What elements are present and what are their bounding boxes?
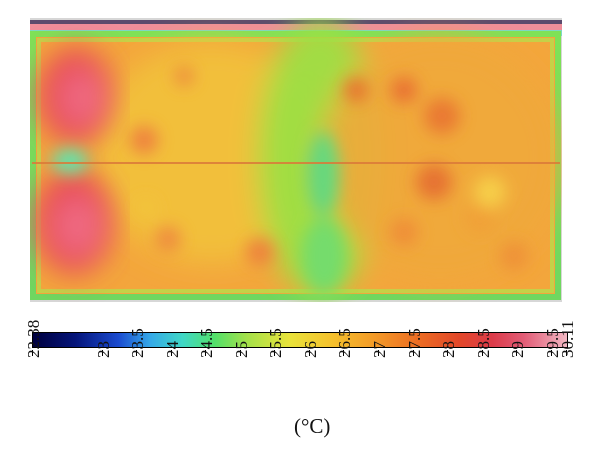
colorbar-tick	[551, 350, 552, 356]
colorbar-tick-label: 26.5	[335, 328, 354, 358]
colorbar-tick-label: 26	[301, 341, 320, 358]
colorbar-tick	[32, 350, 33, 356]
colorbar-tick-label: 22.38	[24, 319, 43, 358]
colorbar-tick	[343, 350, 344, 356]
colorbar-tick-label: 23.5	[128, 328, 147, 358]
colorbar-tick-label: 27.5	[405, 328, 424, 358]
thermal-image	[30, 18, 562, 302]
colorbar-tick	[102, 350, 103, 356]
colorbar-tick-label: 29	[508, 341, 527, 358]
colorbar-tick	[482, 350, 483, 356]
temperature-unit-label: (°C)	[294, 414, 331, 438]
colorbar-tick	[171, 350, 172, 356]
colorbar-tick	[309, 350, 310, 356]
colorbar-tick-label: 28.5	[474, 328, 493, 358]
colorbar-tick-label: 30.11	[558, 320, 577, 358]
colorbar-tick-label: 25.5	[266, 328, 285, 358]
colorbar-tick	[413, 350, 414, 356]
colorbar-tick	[205, 350, 206, 356]
colorbar-tick	[274, 350, 275, 356]
colorbar-tick	[566, 350, 567, 356]
colorbar-tick	[516, 350, 517, 356]
colorbar-tick	[136, 350, 137, 356]
colorbar-tick-label: 24	[163, 341, 182, 358]
colorbar-tick-label: 24.5	[197, 328, 216, 358]
colorbar: 22.38 23 23.5 24 24.5 25 25.5 26 26.5 27…	[24, 320, 577, 358]
colorbar-tick-label: 28	[439, 341, 458, 358]
colorbar-gradient	[32, 332, 568, 348]
colorbar-tick-label: 25	[232, 341, 251, 358]
colorbar-tick	[240, 350, 241, 356]
colorbar-tick	[378, 350, 379, 356]
colorbar-tick-label: 27	[370, 341, 389, 358]
colorbar-tick	[447, 350, 448, 356]
colorbar-tick-label: 23	[94, 341, 113, 358]
